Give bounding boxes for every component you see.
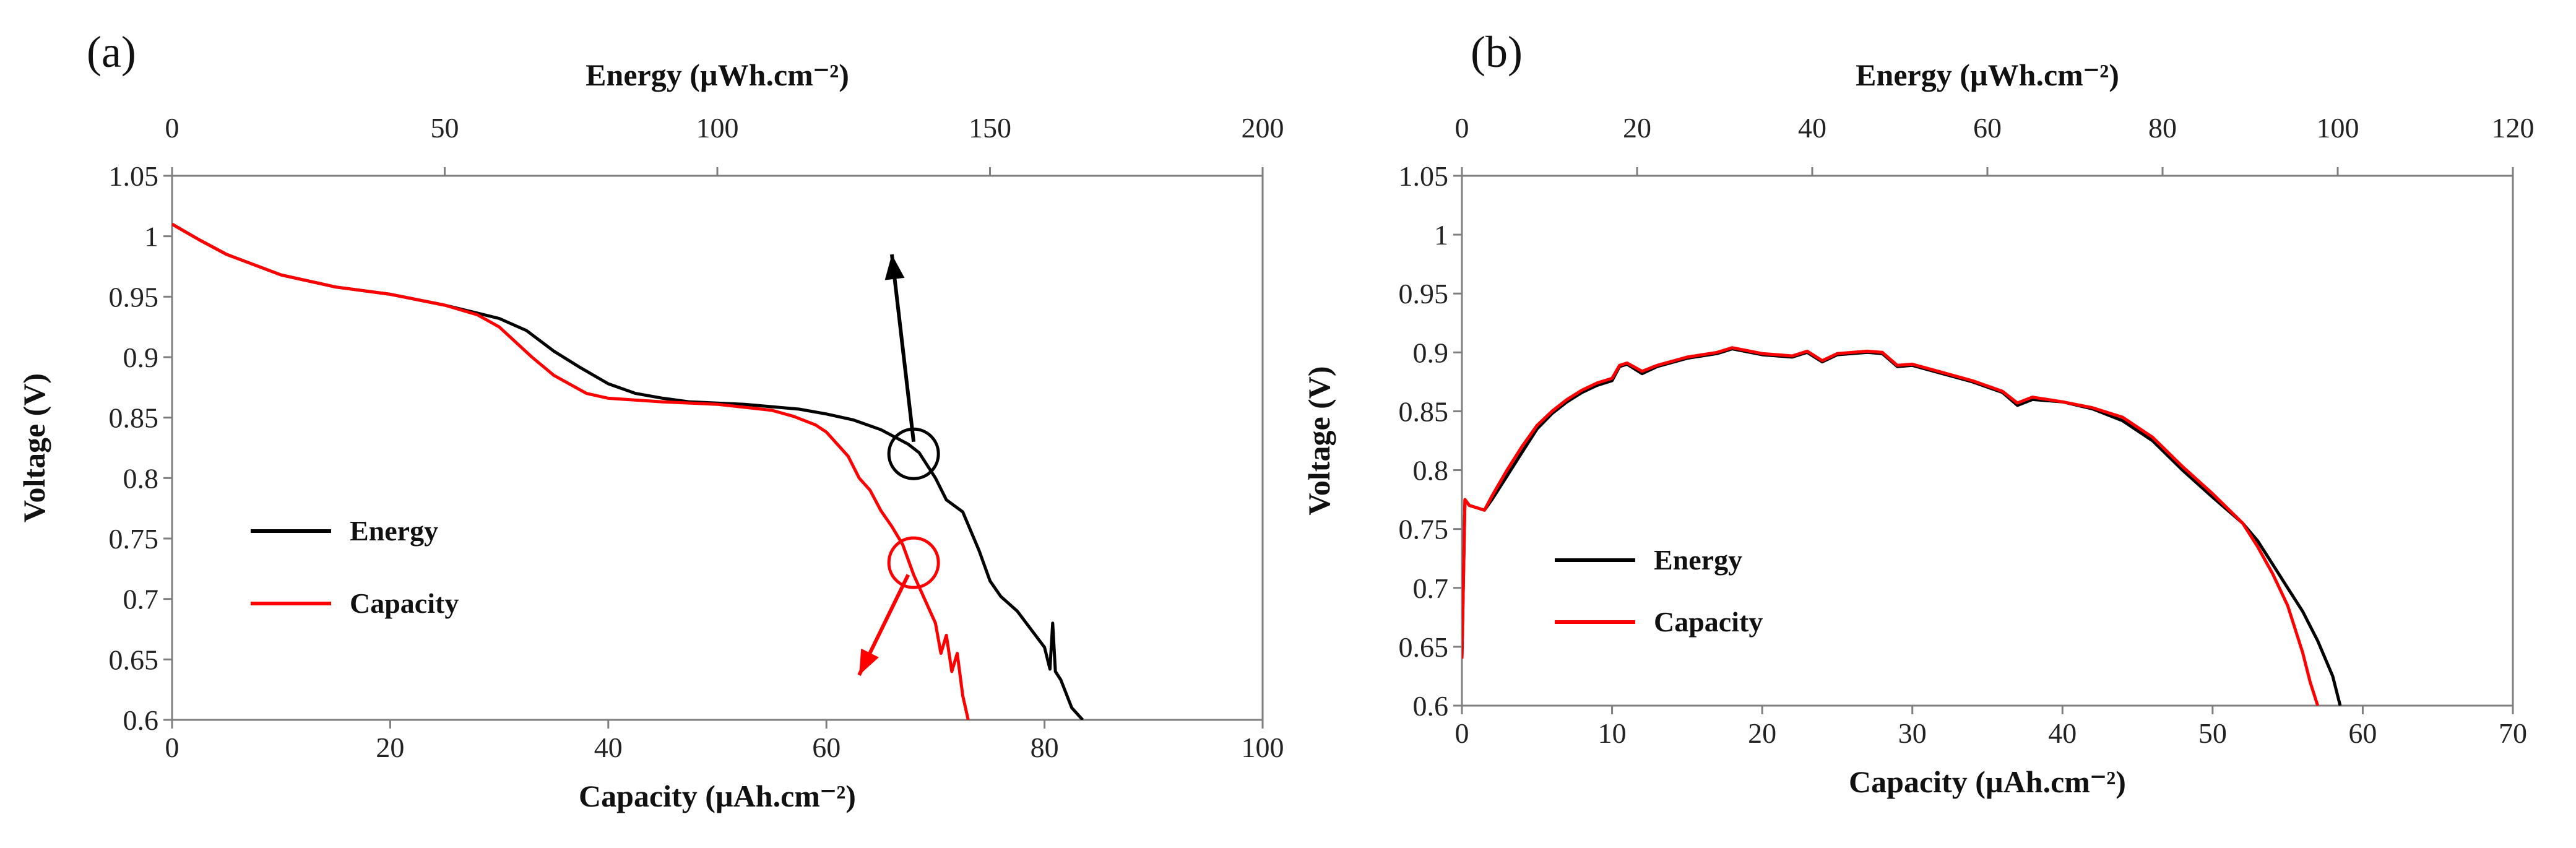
x-tick-label: 20 xyxy=(1748,717,1776,749)
y-tick-label: 0.65 xyxy=(1399,631,1449,663)
y-tick-label: 0.75 xyxy=(109,523,159,555)
x2-tick-label: 40 xyxy=(1798,112,1826,144)
legend-label-capacity: Capacity xyxy=(1654,606,1763,638)
x-tick-label: 100 xyxy=(1242,732,1284,763)
y-tick-label: 0.6 xyxy=(1413,690,1449,722)
x-tick-label: 0 xyxy=(165,732,179,763)
series-line-energy xyxy=(1462,347,2342,706)
series-line-capacity xyxy=(172,222,970,720)
y-tick-label: 0.85 xyxy=(109,402,159,434)
x2-tick-label: 100 xyxy=(2317,112,2359,144)
x-axis-title: Capacity (µAh.cm⁻²) xyxy=(579,779,856,813)
y-tick-label: 0.8 xyxy=(1413,455,1449,487)
x2-tick-label: 100 xyxy=(696,112,739,144)
y-tick-label: 0.95 xyxy=(1399,278,1449,309)
y-tick-label: 0.7 xyxy=(1413,573,1449,604)
y-tick-label: 0.75 xyxy=(1399,514,1449,545)
y-tick-label: 0.7 xyxy=(123,584,159,615)
panel-label: (b) xyxy=(1471,27,1523,77)
panel-b: (b) 0 10 20 30 40 50 60 70 0 20 40 60 80 100 120 0.6 0.65… xyxy=(1302,27,2535,799)
x-tick-label: 50 xyxy=(2198,717,2227,749)
y-axis-title: Voltage (V) xyxy=(1302,366,1336,515)
x-tick-label: 10 xyxy=(1598,717,1627,749)
x2-tick-label: 0 xyxy=(165,112,179,144)
legend-label-energy: Energy xyxy=(350,515,438,547)
legend: Energy Capacity xyxy=(251,515,459,619)
x2-tick-label: 120 xyxy=(2492,112,2535,144)
panel-a: (a) 0 20 40 60 80 100 0 50 100 150 200 0.6 0.65 0.7 0.7… xyxy=(17,27,1284,813)
annotation-arrow-head xyxy=(884,254,905,280)
y-tick-label: 0.85 xyxy=(1399,396,1449,427)
x2-tick-label: 60 xyxy=(1973,112,2002,144)
y-tick-label: 1 xyxy=(144,221,158,253)
series-line-capacity xyxy=(1462,346,2320,706)
legend: Energy Capacity xyxy=(1555,544,1763,638)
x2-tick-label: 50 xyxy=(431,112,459,144)
y-tick-label: 0.6 xyxy=(123,704,159,736)
y-tick-label: 1 xyxy=(1434,219,1448,251)
panel-label: (a) xyxy=(87,27,136,77)
y-axis-title: Voltage (V) xyxy=(17,373,51,522)
x-tick-label: 40 xyxy=(594,732,623,763)
x2-tick-label: 150 xyxy=(969,112,1011,144)
y-tick-label: 0.9 xyxy=(123,342,159,373)
x-tick-label: 0 xyxy=(1455,717,1469,749)
x-tick-label: 80 xyxy=(1031,732,1059,763)
x2-tick-label: 80 xyxy=(2148,112,2177,144)
y-tick-label: 0.95 xyxy=(109,281,159,313)
x-tick-label: 60 xyxy=(2348,717,2377,749)
x2-axis-title: Energy (µWh.cm⁻²) xyxy=(586,58,849,92)
annotation-circle-capacity xyxy=(887,536,940,589)
x-tick-label: 20 xyxy=(376,732,404,763)
x2-tick-label: 20 xyxy=(1623,112,1651,144)
plot-area-frame xyxy=(1461,175,2514,707)
x-tick-label: 30 xyxy=(1898,717,1927,749)
annotation-arrow-head xyxy=(859,648,880,675)
y-tick-label: 1.05 xyxy=(109,160,159,192)
y-tick-label: 0.8 xyxy=(123,462,159,494)
y-tick-label: 0.9 xyxy=(1413,337,1449,368)
x2-axis-title: Energy (µWh.cm⁻²) xyxy=(1856,58,2119,92)
series-line-energy xyxy=(172,222,1084,720)
x-tick-label: 60 xyxy=(812,732,841,763)
x2-tick-label: 200 xyxy=(1242,112,1284,144)
annotation-arrow-shaft xyxy=(889,254,916,443)
y-tick-label: 1.05 xyxy=(1399,160,1449,192)
plot-area-frame xyxy=(171,175,1264,721)
legend-label-capacity: Capacity xyxy=(350,587,459,619)
y-tick-label: 0.65 xyxy=(109,644,159,675)
x-axis-title: Capacity (µAh.cm⁻²) xyxy=(1849,764,2126,799)
x-tick-label: 40 xyxy=(2048,717,2077,749)
x-tick-label: 70 xyxy=(2499,717,2527,749)
legend-label-energy: Energy xyxy=(1654,544,1742,576)
x2-tick-label: 0 xyxy=(1455,112,1469,144)
